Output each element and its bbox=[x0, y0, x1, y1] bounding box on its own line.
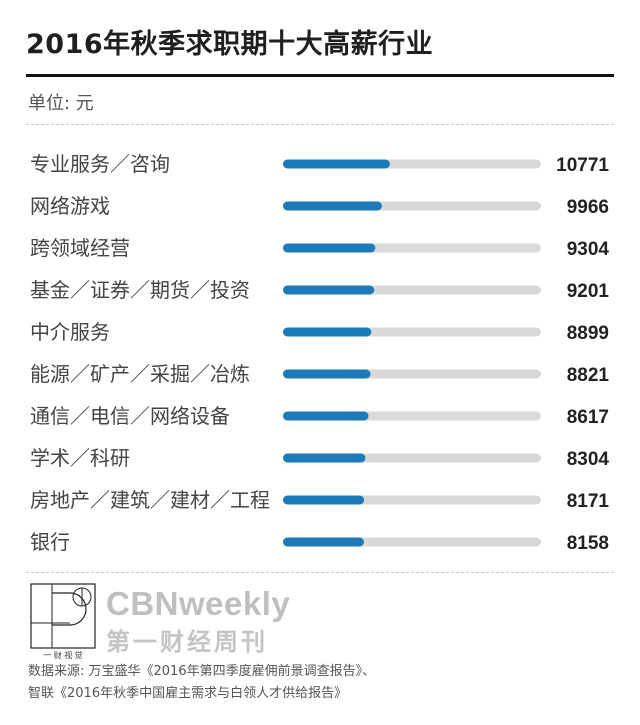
value-label: 8899 bbox=[567, 323, 609, 344]
value-label: 9304 bbox=[567, 239, 610, 260]
brand-name: CBNweekly bbox=[106, 585, 291, 622]
category-label: 通信／电信／网络设备 bbox=[30, 404, 230, 428]
chart-title: 2016年秋季求职期十大高薪行业 bbox=[26, 29, 434, 60]
bar bbox=[283, 201, 382, 211]
value-label: 9966 bbox=[567, 197, 609, 218]
brand-subtitle: 第一财经周刊 bbox=[106, 628, 268, 656]
category-label: 专业服务／咨询 bbox=[30, 152, 170, 176]
category-label: 基金／证券／期货／投资 bbox=[30, 278, 250, 302]
bar bbox=[283, 285, 375, 295]
cbn-logo-icon bbox=[30, 583, 96, 649]
source-note-line-1: 数据来源: 万宝盛华《2016年第四季度雇佣前景调查报告》、 bbox=[28, 664, 376, 679]
value-label: 8304 bbox=[567, 449, 610, 470]
bar bbox=[283, 327, 372, 337]
category-label: 学术／科研 bbox=[30, 446, 130, 470]
source-note-line-2: 智联《2016年秋季中国雇主需求与白领人才供给报告》 bbox=[28, 686, 348, 701]
value-label: 9201 bbox=[567, 281, 610, 302]
bar-chart: 专业服务／咨询 10771 网络游戏 9966 跨领域经营 9304 基金／证券／期货／投资… bbox=[30, 152, 610, 554]
category-label: 房地产／建筑／建材／工程 bbox=[30, 488, 270, 512]
logo-caption: 一 财 视 觉 bbox=[43, 651, 83, 660]
bar bbox=[283, 453, 366, 463]
value-label: 8171 bbox=[567, 491, 610, 512]
value-label: 8158 bbox=[567, 533, 609, 554]
footer-divider bbox=[26, 572, 614, 573]
bar bbox=[283, 495, 365, 505]
header-divider bbox=[26, 124, 614, 125]
category-label: 网络游戏 bbox=[30, 194, 110, 218]
category-label: 能源／矿产／采掘／冶炼 bbox=[30, 362, 250, 386]
bar bbox=[283, 159, 390, 169]
value-label: 8821 bbox=[567, 365, 610, 386]
unit-label: 单位: 元 bbox=[28, 93, 94, 114]
value-label: 8617 bbox=[567, 407, 609, 428]
bar bbox=[283, 369, 371, 379]
category-label: 跨领域经营 bbox=[30, 236, 130, 260]
value-label: 10771 bbox=[556, 155, 609, 176]
category-label: 银行 bbox=[30, 530, 70, 554]
bar bbox=[283, 537, 364, 547]
bar bbox=[283, 411, 369, 421]
title-divider bbox=[26, 74, 614, 77]
category-label: 中介服务 bbox=[30, 320, 110, 344]
bar bbox=[283, 243, 376, 253]
